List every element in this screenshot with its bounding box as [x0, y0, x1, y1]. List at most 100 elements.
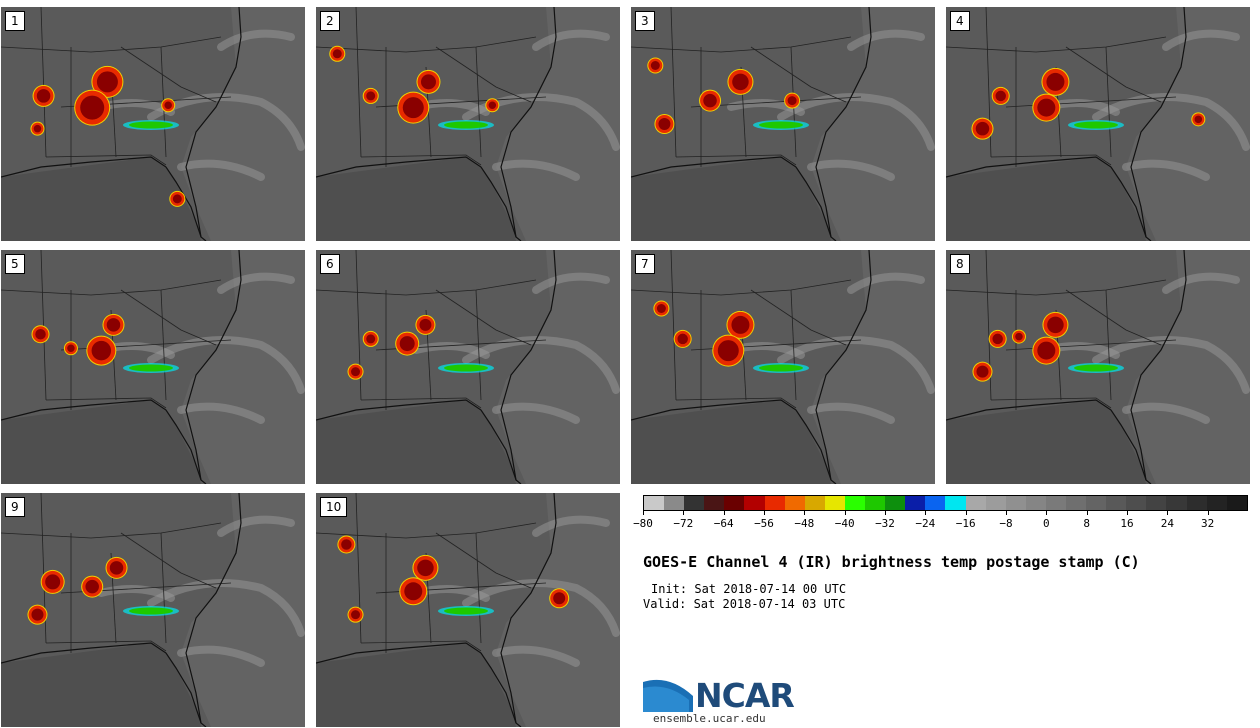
colorbar-tick-label: 16 [1120, 517, 1134, 530]
map-panel-10-image [316, 493, 620, 727]
map-panel-9: 9 [1, 493, 305, 727]
colorbar-tick-label: 24 [1160, 517, 1174, 530]
map-panel-2-image [316, 7, 620, 241]
colorbar-tick-label: −48 [794, 517, 815, 530]
colorbar-swatch [1226, 496, 1247, 510]
ncar-swoosh-icon [643, 676, 694, 712]
colorbar-tick-label: −80 [633, 517, 653, 530]
colorbar-swatch [1166, 496, 1187, 510]
map-panel-6: 6 [316, 250, 620, 484]
colorbar-tick [1167, 511, 1169, 515]
colorbar-swatch [1206, 496, 1227, 510]
colorbar-tick [965, 511, 967, 515]
map-panel-5: 5 [1, 250, 305, 484]
map-panel-3-image [631, 7, 935, 241]
map-panel-1-image [1, 7, 305, 241]
colorbar-swatch [985, 496, 1006, 510]
map-panel-7-image [631, 250, 935, 484]
map-panel-4: 4 [946, 7, 1250, 241]
colorbar-tick [885, 511, 886, 515]
colorbar-swatch [644, 496, 665, 510]
colorbar-tick [1086, 511, 1088, 515]
colorbar-swatch [1005, 496, 1026, 510]
colorbar-swatch [945, 496, 966, 510]
colorbar-tick-label: −16 [955, 517, 976, 530]
colorbar-swatch [1126, 496, 1147, 510]
colorbar-tick-label: −24 [915, 517, 936, 530]
figure-title: GOES-E Channel 4 (IR) brightness temp po… [643, 553, 1140, 571]
colorbar-tick-label: −56 [754, 517, 774, 530]
panel-label: 6 [320, 254, 340, 274]
colorbar-tick-label: −64 [713, 517, 734, 530]
colorbar-tick [1127, 511, 1128, 515]
colorbar-swatches [643, 495, 1248, 511]
panel-label: 9 [5, 497, 25, 517]
colorbar-tick [1006, 511, 1007, 515]
colorbar-tick-label: −40 [834, 517, 855, 530]
colorbar-tick [764, 511, 765, 515]
panel-label: 3 [635, 11, 655, 31]
colorbar-swatch [764, 496, 785, 510]
colorbar-swatch [1065, 496, 1087, 510]
colorbar-swatch [824, 496, 845, 510]
init-time: Init: Sat 2018-07-14 00 UTC [651, 582, 847, 596]
logo-text: NCAR [695, 676, 795, 715]
colorbar-swatch [704, 496, 725, 510]
map-panel-5-image [1, 250, 305, 484]
map-panel-9-image [1, 493, 305, 727]
map-panel-10: 10 [316, 493, 620, 727]
colorbar-swatch [784, 496, 805, 510]
panel-label: 2 [320, 11, 340, 31]
colorbar-swatch [1045, 496, 1066, 510]
colorbar-swatch [684, 496, 705, 510]
valid-time: Valid: Sat 2018-07-14 03 UTC [643, 597, 846, 611]
colorbar-tick-label: −32 [875, 517, 895, 530]
colorbar-tick-label: 0 [1043, 517, 1050, 530]
ncar-logo: NCAR ensemble.ucar.edu [643, 672, 803, 726]
colorbar: −80 −72 −64 −56 −48 −40 −32 −24 −16 −8 0 8 16 24 32 [633, 495, 1248, 535]
colorbar-tick [925, 511, 927, 515]
colorbar-tick [844, 511, 846, 515]
colorbar-tick-label: 32 [1201, 517, 1215, 530]
panel-label: 4 [950, 11, 970, 31]
colorbar-tick-label: −72 [673, 517, 694, 530]
panel-label: 10 [320, 497, 348, 517]
colorbar-swatch [925, 496, 946, 510]
panel-label: 7 [635, 254, 655, 274]
colorbar-tick [683, 511, 685, 515]
colorbar-swatch [865, 496, 886, 510]
map-panel-8-image [946, 250, 1250, 484]
colorbar-swatch [1025, 496, 1046, 510]
map-panel-2: 2 [316, 7, 620, 241]
colorbar-tick [1046, 511, 1048, 515]
colorbar-tick [804, 511, 806, 515]
colorbar-swatch [664, 496, 685, 510]
colorbar-swatch [1186, 496, 1207, 510]
map-panel-4-image [946, 7, 1250, 241]
colorbar-tick [643, 511, 644, 515]
map-panel-3: 3 [631, 7, 935, 241]
panel-label: 1 [5, 11, 25, 31]
colorbar-tick [723, 511, 725, 515]
map-panel-6-image [316, 250, 620, 484]
panel-label: 8 [950, 254, 970, 274]
colorbar-swatch [965, 496, 986, 510]
colorbar-ticks: −80 −72 −64 −56 −48 −40 −32 −24 −16 −8 0 8 16 24 32 [633, 511, 1248, 535]
colorbar-swatch [1086, 496, 1107, 510]
colorbar-swatch [844, 496, 866, 510]
colorbar-swatch [1106, 496, 1127, 510]
logo-url: ensemble.ucar.edu [653, 712, 766, 725]
colorbar-tick-label: 8 [1083, 517, 1090, 530]
map-panel-8: 8 [946, 250, 1250, 484]
colorbar-tick [1207, 511, 1209, 515]
colorbar-swatch [1146, 496, 1167, 510]
colorbar-tick-label: −8 [999, 517, 1013, 530]
colorbar-swatch [724, 496, 745, 510]
colorbar-swatch [804, 496, 825, 510]
map-panel-7: 7 [631, 250, 935, 484]
colorbar-swatch [744, 496, 765, 510]
map-panel-1: 1 [1, 7, 305, 241]
panel-label: 5 [5, 254, 25, 274]
colorbar-swatch [905, 496, 926, 510]
colorbar-swatch [885, 496, 906, 510]
